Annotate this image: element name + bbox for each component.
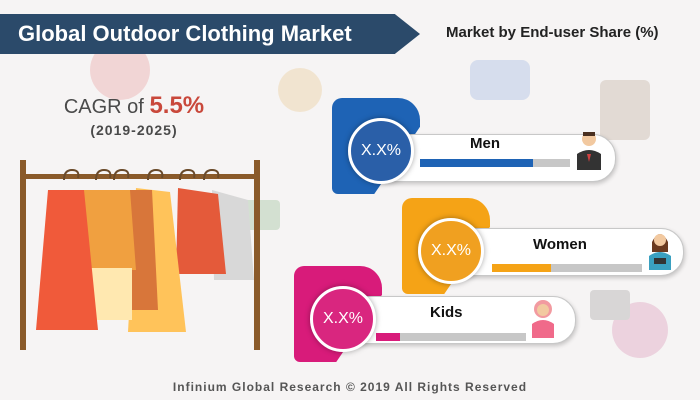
orange-top [76,190,136,270]
page-title: Global Outdoor Clothing Market [18,21,352,46]
cagr-line: CAGR of 5.5% [54,92,214,120]
chart-subtitle: Market by End-user Share (%) [446,24,659,41]
segment-bar-fill-kids [376,333,400,341]
segment-label-women: Women [533,236,587,253]
cagr-block: CAGR of 5.5% (2019-2025) [54,92,214,138]
woman-icon [649,234,671,270]
title-banner: Global Outdoor Clothing Market [0,14,420,54]
kid-icon [532,300,554,338]
segment-value-men: X.X% [360,142,401,159]
segment-bar-fill-women [492,264,551,272]
rack-post-left [20,160,26,350]
segment-value-circle-kids: X.X% [310,286,376,352]
segment-value-circle-women: X.X% [418,218,484,284]
segment-bar-track-women [492,264,642,272]
cagr-years: (2019-2025) [90,122,178,138]
segment-label-men: Men [470,135,500,152]
cagr-prefix: CAGR of [63,96,144,118]
red-dress [36,190,98,330]
segment-bar-track-men [420,159,570,167]
rack-post-right [254,160,260,350]
man-icon [577,132,601,170]
footer-copyright: Infinium Global Research © 2019 All Righ… [172,380,528,394]
red-shirt [176,188,226,274]
segment-bar-fill-men [420,159,533,167]
segment-label-kids: Kids [430,304,463,321]
hangers-icon [63,168,220,181]
segment-value-kids: X.X% [322,310,363,327]
rack-bar [20,174,260,179]
segment-value-women: X.X% [430,242,471,259]
segment-value-circle-men: X.X% [348,118,414,184]
segment-bar-track-kids [376,333,526,341]
cagr-value: 5.5% [149,92,205,119]
clothing-rack-illustration [20,160,260,350]
